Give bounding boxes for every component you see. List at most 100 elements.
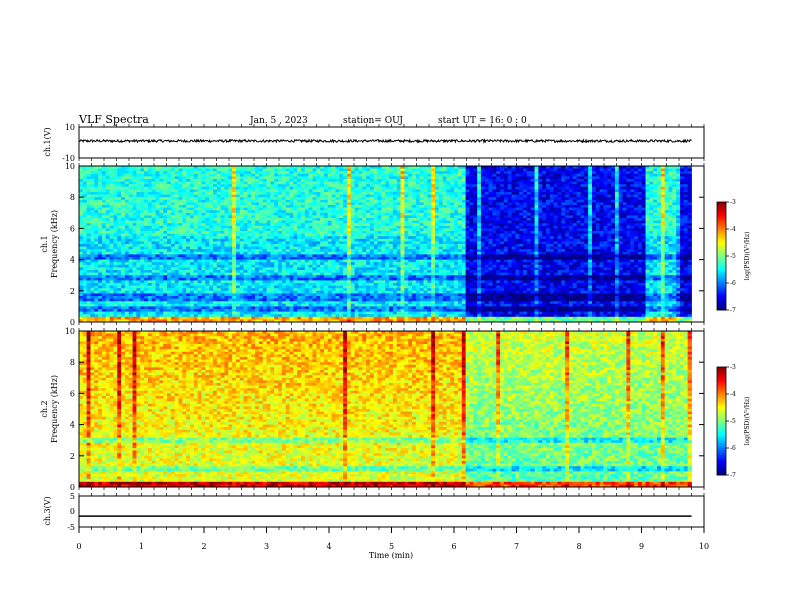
spectrogram-cell — [366, 194, 371, 198]
spectrogram-cell — [144, 246, 149, 250]
spectrogram-cell — [174, 262, 179, 266]
spectrogram-cell — [366, 220, 371, 224]
spectrogram-cell — [201, 288, 206, 292]
spectrogram-cell — [377, 168, 382, 172]
spectrogram-cell — [285, 236, 290, 240]
spectrogram-cell — [220, 319, 225, 323]
spectrogram-cell — [327, 238, 333, 242]
spectrogram-cell — [308, 192, 313, 195]
spectrogram-cell — [392, 197, 398, 201]
spectrogram-cell — [381, 267, 386, 271]
spectrogram-cell — [362, 233, 367, 237]
spectrogram-cell — [373, 296, 378, 299]
spectrogram-cell — [396, 176, 401, 180]
spectrogram-cell — [304, 236, 310, 240]
spectrogram-cell — [285, 298, 290, 302]
spectrogram-cell — [369, 267, 375, 271]
spectrogram-cell — [278, 205, 283, 208]
spectrogram-cell — [167, 173, 172, 177]
spectrogram-cell — [235, 259, 241, 263]
spectrogram-cell — [121, 259, 126, 263]
spectrogram-cell — [136, 319, 141, 323]
spectrogram-cell — [320, 171, 325, 175]
spectrogram-cell — [354, 270, 359, 273]
spectrogram-cell — [101, 303, 107, 307]
spectrogram-cell — [155, 228, 160, 232]
spectrogram-cell — [274, 166, 279, 169]
spectrogram-cell — [239, 218, 245, 221]
spectrogram-cell — [366, 246, 371, 250]
spectrogram-cell — [339, 249, 344, 253]
spectrogram-cell — [128, 238, 133, 242]
spectrogram-cell — [270, 293, 275, 297]
spectrogram-cell — [258, 171, 264, 175]
spectrogram-cell — [327, 311, 333, 315]
spectrogram-cell — [109, 228, 114, 232]
spectrogram-cell — [209, 270, 214, 273]
spectrogram-cell — [373, 199, 378, 203]
spectrogram-cell — [90, 192, 95, 195]
spectrogram-cell — [251, 197, 256, 201]
spectrogram-cell — [304, 293, 310, 297]
spectrogram-cell — [343, 288, 348, 292]
spectrogram-cell — [167, 241, 172, 245]
spectrogram-cell — [155, 316, 160, 320]
spectrogram-cell — [163, 280, 168, 284]
spectrogram-cell — [335, 236, 340, 240]
spectrogram-cell — [262, 288, 267, 292]
spectrogram-cell — [186, 249, 191, 253]
spectrogram-cell — [232, 197, 237, 201]
spectrogram-cell — [105, 288, 111, 292]
spectrogram-cell — [293, 241, 298, 245]
spectrogram-cell — [289, 197, 294, 201]
spectrogram-cell — [266, 272, 271, 276]
spectrogram-cell — [163, 244, 168, 247]
spectrogram-cell — [128, 264, 133, 268]
spectrogram-cell — [377, 199, 382, 203]
spectrogram-cell — [392, 293, 398, 297]
spectrogram-cell — [113, 184, 118, 188]
spectrogram-cell — [235, 264, 241, 268]
spectrogram-cell — [247, 199, 252, 203]
spectrogram-cell — [144, 207, 149, 211]
spectrogram-cell — [350, 314, 356, 318]
spectrogram-cell — [346, 228, 352, 232]
spectrogram-cell — [113, 197, 118, 201]
spectrogram-cell — [159, 166, 164, 169]
spectrogram-cell — [343, 262, 348, 266]
spectrogram-cell — [209, 192, 214, 195]
spectrogram-cell — [316, 166, 321, 169]
spectrogram-cell — [293, 218, 298, 221]
spectrogram-cell — [274, 285, 279, 289]
spectrogram-cell — [346, 241, 352, 245]
spectrogram-cell — [109, 270, 114, 273]
spectrogram-cell — [304, 301, 310, 305]
spectrogram-cell — [124, 168, 130, 172]
spectrogram-cell — [354, 277, 359, 281]
spectrogram-cell — [109, 254, 114, 258]
spectrogram-cell — [373, 212, 378, 216]
spectrogram-cell — [343, 220, 348, 224]
spectrogram-cell — [304, 215, 310, 219]
spectrogram-cell — [289, 285, 294, 289]
spectrogram-cell — [140, 207, 145, 211]
spectrogram-cell — [381, 288, 386, 292]
spectrogram-cell — [247, 264, 252, 268]
spectrogram-cell — [90, 309, 95, 312]
spectrogram-cell — [151, 259, 156, 263]
spectrogram-cell — [228, 298, 233, 302]
spectrogram-cell — [258, 176, 264, 180]
spectrogram-cell — [186, 303, 191, 307]
spectrogram-cell — [109, 280, 114, 284]
spectrogram-cell — [346, 309, 352, 312]
spectrogram-cell — [377, 306, 382, 310]
spectrogram-cell — [255, 249, 260, 253]
spectrogram-cell — [94, 215, 99, 219]
spectrogram-cell — [228, 319, 233, 323]
spectrogram-cell — [369, 257, 375, 260]
spectrogram-cell — [289, 223, 294, 227]
spectrogram-cell — [94, 176, 99, 180]
spectrogram-cell — [167, 251, 172, 255]
spectrogram-cell — [266, 285, 271, 289]
spectrogram-cell — [128, 231, 133, 234]
